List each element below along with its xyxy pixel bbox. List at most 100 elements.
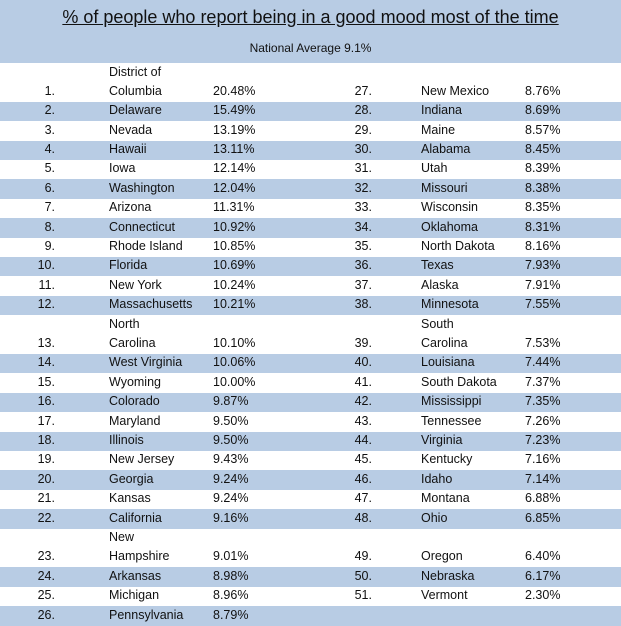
rank: 32. [354, 180, 372, 195]
state-name: Wisconsin [421, 200, 478, 215]
state-name: New York [109, 277, 162, 292]
state-name: Nevada [109, 122, 153, 137]
rank: 47. [354, 491, 372, 506]
percentage: 8.38% [525, 180, 561, 195]
subtitle: National Average 9.1% [0, 35, 621, 63]
percentage: 6.85% [525, 510, 561, 525]
percentage: 7.14% [525, 471, 561, 486]
state-name: Kentucky [421, 452, 473, 467]
rank: 36. [354, 258, 372, 273]
percentage: 10.69% [213, 258, 256, 273]
state-name: Illinois [109, 432, 144, 447]
state-name: Michigan [109, 588, 160, 603]
state-name: Virginia [421, 432, 463, 447]
table-row: 7. Arizona 11.31% 33. Wisconsin 8.35% [0, 199, 621, 218]
state-name: North Carolina [109, 316, 156, 350]
percentage: 7.26% [525, 413, 561, 428]
percentage: 7.23% [525, 432, 561, 447]
percentage: 10.24% [213, 277, 256, 292]
state-name: Oklahoma [421, 219, 478, 234]
state-name: Maine [421, 122, 456, 137]
percentage: 10.06% [213, 355, 256, 370]
rank: 45. [354, 452, 372, 467]
percentage: 12.14% [213, 161, 256, 176]
table-row: 14. West Virginia 10.06% 40. Louisiana 7.44% [0, 354, 621, 374]
percentage: 9.01% [213, 549, 249, 564]
table-row: 22. California 9.16% 48. Ohio 6.85% [0, 509, 621, 529]
table-row: 19. New Jersey 9.43% 45. Kentucky 7.16% [0, 451, 621, 470]
rank: 11. [38, 277, 55, 292]
percentage: 7.16% [525, 452, 561, 467]
state-name: North Dakota [421, 238, 495, 253]
state-name: Washington [109, 180, 175, 195]
rank: 10. [37, 258, 55, 273]
percentage: 9.87% [213, 394, 249, 409]
rank: 3. [44, 122, 55, 137]
state-name: Massachusetts [109, 297, 193, 312]
table-row: 8. Connecticut 10.92% 34. Oklahoma 8.31% [0, 218, 621, 238]
percentage: 10.85% [213, 238, 256, 253]
percentage: 9.24% [213, 491, 249, 506]
rank: 16. [37, 394, 55, 409]
rank: 46. [354, 471, 372, 486]
rank: 35. [354, 238, 372, 253]
table-row: 13. North Carolina 10.10% 39. South Carolina… [0, 315, 621, 354]
table-row: 18. Illinois 9.50% 44. Virginia 7.23% [0, 431, 621, 451]
table-row: 17. Maryland 9.50% 43. Tennessee 7.26% [0, 412, 621, 431]
state-name: Connecticut [109, 219, 176, 234]
percentage: 2.30% [525, 588, 561, 603]
rank: 29. [354, 122, 372, 137]
rank: 31. [354, 161, 372, 176]
percentage: 13.11% [213, 141, 255, 156]
percentage: 9.50% [213, 413, 249, 428]
percentage: 7.91% [525, 277, 561, 292]
percentage: 7.55% [525, 297, 561, 312]
rank: 38. [354, 297, 372, 312]
rank: 30. [354, 141, 372, 156]
table-row: 10. Florida 10.69% 36. Texas 7.93% [0, 257, 621, 277]
percentage: 8.98% [213, 568, 249, 583]
state-name: New Hampshire [109, 530, 170, 564]
table-row: 26. Pennsylvania 8.79% [0, 606, 621, 626]
state-name: Oregon [421, 549, 463, 564]
state-name: California [109, 510, 162, 525]
rank: 24. [37, 568, 55, 583]
rank: 9. [44, 238, 55, 253]
percentage: 8.39% [525, 161, 561, 176]
state-name: Delaware [109, 103, 162, 118]
rank: 41. [354, 374, 372, 389]
rank: 21. [37, 491, 55, 506]
state-name: New Jersey [109, 452, 175, 467]
table-row: 1. District of Columbia 20.48% 27. New Mexic… [0, 63, 621, 102]
state-name: South Carolina [421, 316, 468, 350]
rank: 13. [37, 335, 55, 350]
state-name: Arizona [109, 200, 152, 215]
state-name: Utah [421, 161, 448, 176]
rank: 7. [44, 200, 55, 215]
table-row: 3. Nevada 13.19% 29. Maine 8.57% [0, 121, 621, 140]
state-name: Mississippi [421, 394, 482, 409]
table-row: 2. Delaware 15.49% 28. Indiana 8.69% [0, 101, 621, 122]
percentage: 9.24% [213, 471, 249, 486]
table-row: 6. Washington 12.04% 32. Missouri 8.38% [0, 179, 621, 199]
table-row: 12. Massachusetts 10.21% 38. Minnesota 7.55% [0, 295, 621, 316]
state-name: Ohio [421, 510, 448, 525]
percentage: 9.43% [213, 452, 249, 467]
state-name: Georgia [109, 471, 154, 486]
state-name: Iowa [109, 161, 136, 176]
table-row: 23. New Hampshire 9.01% 49. Oregon 6.40% [0, 529, 621, 568]
rank: 34. [354, 219, 372, 234]
state-name: Tennessee [421, 413, 482, 428]
state-name: Hawaii [109, 141, 147, 156]
table-row: 21. Kansas 9.24% 47. Montana 6.88% [0, 490, 621, 509]
percentage: 8.57% [525, 122, 561, 137]
rank: 42. [354, 394, 372, 409]
percentage: 6.40% [525, 549, 561, 564]
rank: 15. [37, 374, 55, 389]
rank: 17. [37, 413, 55, 428]
rank: 2. [44, 103, 55, 118]
rank: 1. [44, 83, 55, 98]
state-name: West Virginia [109, 355, 183, 370]
percentage: 7.35% [525, 394, 561, 409]
percentage: 7.53% [525, 335, 561, 350]
